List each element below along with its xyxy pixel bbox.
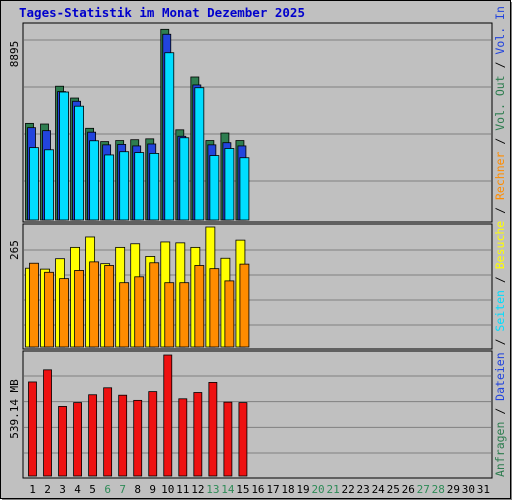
- bar-rechner-day-2: [44, 271, 54, 348]
- x-tick-label-19: 19: [296, 483, 309, 496]
- scale-max-volumen: 539.14 MB: [8, 379, 21, 439]
- bar-volumen-day-9: [148, 391, 158, 477]
- bar-volumen-day-10: [163, 354, 173, 477]
- bar-volumen-day-6: [103, 387, 113, 477]
- x-tick-label-17: 17: [266, 483, 279, 496]
- legend-item-5: /: [493, 269, 507, 290]
- bar-seiten-day-6: [104, 154, 115, 221]
- bar-seiten-day-15: [239, 157, 250, 221]
- bar-rechner-day-3: [59, 278, 69, 348]
- x-tick-label-24: 24: [372, 483, 386, 496]
- bar-volumen-day-4: [73, 402, 82, 477]
- bar-seiten-day-10: [164, 52, 175, 221]
- bar-volumen-day-13: [208, 382, 218, 477]
- bar-rechner-day-1: [29, 262, 39, 348]
- x-tick-label-26: 26: [402, 483, 415, 496]
- x-tick-label-21: 21: [326, 483, 339, 496]
- x-tick-label-16: 16: [251, 483, 264, 496]
- bar-volumen-day-8: [133, 399, 143, 477]
- bar-seiten-day-1: [29, 147, 39, 221]
- right-legend: Anfragen / Dateien / Seiten / Besuche / …: [493, 0, 507, 477]
- bar-seiten-day-14: [224, 148, 235, 221]
- legend-item-12: Vol. In: [493, 6, 507, 54]
- legend-item-8: Rechner: [493, 151, 507, 200]
- x-tick-label-30: 30: [462, 483, 475, 496]
- legend-item-3: /: [493, 332, 507, 353]
- bar-rechner-day-9: [149, 262, 160, 348]
- bar-volumen-day-5: [88, 394, 98, 477]
- bar-seiten-day-7: [119, 151, 130, 221]
- x-tick-label-11: 11: [176, 483, 189, 496]
- legend-item-11: /: [493, 55, 507, 76]
- bar-rechner-day-14: [224, 280, 235, 348]
- legend-item-1: /: [493, 401, 507, 422]
- legend-item-2: Dateien: [493, 352, 507, 400]
- bar-rechner-day-12: [194, 265, 205, 348]
- bar-volumen-day-12: [193, 392, 203, 477]
- bar-volumen-day-14: [223, 401, 233, 477]
- bar-seiten-day-3: [59, 91, 69, 221]
- x-tick-label-3: 3: [59, 483, 66, 496]
- chart-title: Tages-Statistik im Monat Dezember 2025: [19, 5, 305, 20]
- x-tick-label-14: 14: [221, 483, 235, 496]
- bar-rechner-day-10: [164, 282, 175, 348]
- scale-max-besuche: 265: [8, 240, 21, 260]
- x-tick-label-2: 2: [44, 483, 51, 496]
- bar-volumen-day-7: [118, 394, 128, 477]
- bar-rechner-day-15: [239, 263, 250, 348]
- bar-seiten-day-12: [194, 87, 205, 221]
- legend-item-7: /: [493, 200, 507, 221]
- bar-seiten-day-11: [179, 137, 190, 221]
- chart-panel-3: [22, 350, 493, 479]
- bar-seiten-day-2: [44, 149, 54, 221]
- bar-volumen-day-11: [178, 398, 188, 477]
- x-tick-label-9: 9: [149, 483, 156, 496]
- bar-rechner-day-5: [89, 261, 100, 348]
- bar-seiten-day-4: [74, 105, 84, 221]
- bar-rechner-day-6: [104, 265, 115, 348]
- bar-rechner-day-13: [209, 268, 220, 348]
- bar-volumen-day-3: [58, 406, 67, 477]
- bar-rechner-day-7: [119, 282, 130, 348]
- x-tick-label-12: 12: [191, 483, 204, 496]
- bar-seiten-day-5: [89, 140, 100, 221]
- legend-item-10: Vol. Out: [493, 75, 507, 130]
- bar-rechner-day-8: [134, 276, 145, 348]
- x-tick-label-5: 5: [89, 483, 96, 496]
- x-tick-label-28: 28: [432, 483, 445, 496]
- legend-item-0: Anfragen: [493, 422, 507, 477]
- x-tick-label-13: 13: [206, 483, 219, 496]
- scale-max-anfragen: 8895: [8, 41, 21, 68]
- bar-seiten-day-13: [209, 155, 220, 221]
- x-tick-label-8: 8: [134, 483, 141, 496]
- x-tick-label-1: 1: [29, 483, 36, 496]
- x-tick-label-27: 27: [417, 483, 430, 496]
- x-tick-label-10: 10: [161, 483, 174, 496]
- legend-item-6: Besuche: [493, 221, 507, 270]
- x-tick-label-7: 7: [119, 483, 126, 496]
- legend-item-9: /: [493, 131, 507, 152]
- legend-item-13: /: [493, 0, 507, 6]
- x-tick-label-15: 15: [236, 483, 249, 496]
- x-tick-label-23: 23: [357, 483, 370, 496]
- legend-item-4: Seiten: [493, 290, 507, 332]
- x-tick-label-6: 6: [104, 483, 111, 496]
- bar-volumen-day-15: [238, 402, 248, 477]
- x-tick-label-22: 22: [342, 483, 355, 496]
- x-tick-label-18: 18: [281, 483, 294, 496]
- bar-rechner-day-11: [179, 282, 190, 348]
- x-tick-label-25: 25: [387, 483, 400, 496]
- bar-volumen-day-1: [28, 381, 37, 477]
- x-tick-label-29: 29: [447, 483, 460, 496]
- x-tick-label-31: 31: [477, 483, 490, 496]
- bar-seiten-day-8: [134, 152, 145, 221]
- x-tick-label-4: 4: [74, 483, 81, 496]
- bar-seiten-day-9: [149, 153, 160, 221]
- x-tick-label-20: 20: [311, 483, 324, 496]
- bar-volumen-day-2: [43, 369, 52, 477]
- bar-rechner-day-4: [74, 270, 84, 348]
